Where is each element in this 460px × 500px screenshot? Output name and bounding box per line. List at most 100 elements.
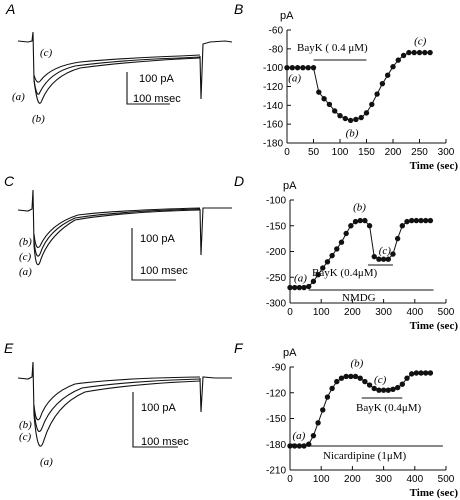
point-label-D: (b) — [353, 202, 366, 214]
point-label-B: (a) — [288, 73, 301, 85]
x-tick-label-B: 100 — [332, 147, 349, 158]
x-axis-title-D: Time (sec) — [410, 320, 459, 332]
trace-A-a — [33, 56, 201, 95]
data-point-F — [418, 370, 424, 376]
data-point-F — [399, 381, 406, 387]
data-point-D — [357, 217, 363, 224]
x-tick-label-F: 300 — [375, 474, 392, 485]
data-point-F — [413, 370, 420, 376]
data-point-D — [423, 217, 429, 224]
data-point-D — [376, 256, 382, 262]
x-axis-title-F: Time (sec) — [410, 487, 459, 499]
y-tick-label-B: -80 — [269, 44, 284, 55]
trace-C-tail — [199, 207, 232, 256]
scalebar-A-x-label: 100 msec — [133, 93, 181, 105]
trace-label-E-c: (c) — [19, 431, 32, 443]
scalebar-E — [132, 392, 178, 448]
data-point-D — [324, 259, 331, 265]
y-tick-label-F: -210 — [266, 466, 286, 477]
data-point-F — [404, 375, 410, 381]
panel-label-C: C — [4, 173, 15, 189]
scalebar-C — [131, 228, 176, 281]
data-point-F — [324, 394, 331, 400]
data-point-B — [321, 96, 327, 102]
data-point-F — [329, 385, 335, 392]
data-point-F — [338, 375, 345, 381]
y-tick-label-B: -160 — [263, 120, 283, 131]
trace-label-C-a: (a) — [19, 266, 32, 278]
data-point-F — [376, 387, 382, 393]
data-point-B — [369, 101, 375, 108]
data-point-D — [338, 239, 345, 245]
x-tick-label-D: 500 — [438, 307, 455, 318]
data-point-B — [416, 49, 423, 56]
trace-label-A-a: (a) — [12, 91, 25, 103]
x-tick-label-D: 400 — [406, 307, 423, 318]
point-label-B: (c) — [414, 36, 427, 48]
application-label-F: BayK (0.4μM) — [356, 402, 422, 414]
trace-label-E-a: (a) — [40, 456, 53, 468]
data-point-D — [348, 223, 354, 229]
data-point-D — [399, 223, 406, 229]
data-point-F — [291, 443, 298, 449]
data-point-F — [380, 387, 387, 393]
data-point-B — [300, 64, 306, 71]
y-tick-label-B: -120 — [263, 82, 283, 93]
data-point-F — [352, 373, 359, 380]
data-point-B — [347, 117, 354, 124]
x-tick-label-F: 500 — [438, 474, 455, 485]
data-point-D — [418, 217, 424, 224]
y-tick-label-F: -150 — [266, 414, 286, 425]
data-point-F — [343, 373, 349, 380]
scalebar-C-y-label: 100 pA — [140, 233, 176, 245]
panel-label-F: F — [234, 340, 244, 356]
trace-label-A-b: (b) — [32, 113, 45, 125]
panel-A-traces — [17, 31, 233, 105]
y-tick-label-D: -150 — [266, 221, 286, 232]
y-tick-label-B: -60 — [269, 26, 284, 37]
trace-C-a — [33, 209, 201, 266]
data-point-D — [287, 284, 293, 291]
data-point-B — [305, 64, 311, 71]
application-label-F: Nicardipine (1μM) — [323, 450, 407, 462]
data-point-D — [291, 284, 298, 291]
data-point-B — [400, 52, 407, 59]
data-point-B — [406, 49, 412, 56]
data-point-D — [404, 218, 410, 225]
y-tick-label-F: -90 — [272, 363, 287, 374]
data-point-F — [385, 387, 391, 393]
y-tick-label-F: -120 — [266, 388, 286, 399]
data-point-F — [287, 443, 293, 449]
data-point-F — [427, 370, 434, 376]
y-tick-label-D: -300 — [266, 299, 286, 310]
trace-A-b — [33, 57, 201, 104]
data-point-F — [390, 386, 396, 393]
data-point-B — [395, 57, 401, 63]
x-tick-label-B: 150 — [358, 147, 375, 158]
x-tick-label-B: 200 — [385, 147, 402, 158]
x-tick-label-D: 0 — [287, 307, 293, 318]
application-label-B: BayK ( 0.4 μM) — [297, 42, 368, 54]
data-point-B — [337, 112, 343, 119]
x-tick-label-B: 0 — [284, 147, 290, 158]
data-point-B — [316, 89, 322, 95]
data-point-F — [296, 443, 303, 449]
data-point-D — [296, 284, 303, 291]
data-point-D — [310, 278, 317, 285]
data-point-F — [362, 378, 368, 385]
data-point-D — [408, 217, 415, 224]
data-point-F — [366, 382, 373, 388]
data-point-B — [310, 64, 317, 71]
x-tick-label-F: 100 — [313, 474, 330, 485]
data-point-B — [390, 64, 396, 70]
trace-C-b — [33, 207, 201, 249]
x-tick-label-B: 50 — [308, 147, 320, 158]
data-point-B — [422, 49, 428, 56]
application-label-D: BayK (0.4μM) — [312, 267, 378, 279]
point-label-F: (b) — [351, 357, 364, 369]
data-point-B — [363, 110, 370, 116]
